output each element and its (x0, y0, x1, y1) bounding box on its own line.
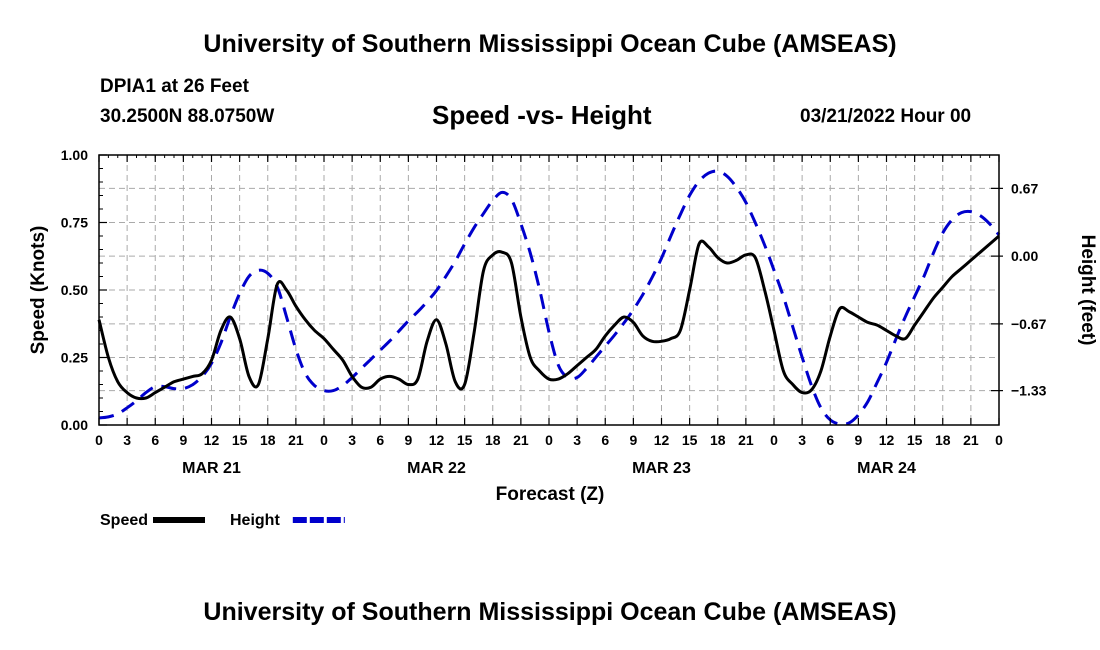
x-tick-label: 12 (879, 432, 895, 448)
x-tick-label: 3 (798, 432, 806, 448)
x-day-label: MAR 23 (632, 460, 691, 477)
legend: Speed Height (100, 512, 345, 529)
x-day-label: MAR 22 (407, 460, 466, 477)
x-tick-label: 0 (545, 432, 553, 448)
page-title: University of Southern Mississippi Ocean… (203, 30, 897, 58)
x-axis-title: Forecast (Z) (496, 484, 605, 505)
coordinates-label: 30.2500N 88.0750W (100, 106, 275, 127)
x-tick-label: 0 (320, 432, 328, 448)
y2-tick-label: −0.67 (1011, 316, 1047, 332)
x-tick-label: 3 (573, 432, 581, 448)
x-tick-label: 18 (935, 432, 951, 448)
x-tick-label: 18 (710, 432, 726, 448)
x-tick-label: 9 (179, 432, 187, 448)
y2-tick-label: 0.67 (1011, 180, 1038, 196)
x-tick-label: 18 (260, 432, 276, 448)
x-tick-label: 9 (854, 432, 862, 448)
y2-tick-label: −1.33 (1011, 383, 1047, 399)
x-tick-label: 0 (770, 432, 778, 448)
x-tick-label: 15 (682, 432, 698, 448)
y-axis-title: Speed (Knots) (28, 226, 49, 355)
axes: 0 3 6 9 12 15 18 21 0 3 6 9 12 15 18 21 0 3 6 9 12 15 18 21 0 3 6 9… (61, 147, 1047, 477)
x-tick-label: 3 (123, 432, 131, 448)
legend-label: Speed (100, 512, 148, 529)
x-tick-label: 21 (513, 432, 529, 448)
x-tick-label: 6 (601, 432, 609, 448)
series-line-height (98, 169, 1001, 426)
x-tick-label: 21 (288, 432, 304, 448)
legend-label: Height (230, 512, 280, 529)
x-tick-label: 0 (95, 432, 103, 448)
x-day-label: MAR 21 (182, 460, 241, 477)
x-tick-label: 6 (826, 432, 834, 448)
x-tick-label: 6 (376, 432, 384, 448)
x-tick-label: 9 (404, 432, 412, 448)
y-tick-label: 0.25 (61, 350, 88, 366)
x-tick-label: 3 (348, 432, 356, 448)
y-tick-label: 1.00 (61, 147, 88, 163)
x-tick-label: 18 (485, 432, 501, 448)
y2-axis-title: Height (feet) (1077, 235, 1098, 346)
x-tick-label: 15 (232, 432, 248, 448)
x-tick-label: 12 (654, 432, 670, 448)
x-tick-label: 21 (738, 432, 754, 448)
x-tick-label: 21 (963, 432, 979, 448)
x-day-label: MAR 24 (857, 460, 916, 477)
x-tick-label: 9 (629, 432, 637, 448)
x-tick-label: 12 (204, 432, 220, 448)
x-tick-label: 15 (457, 432, 473, 448)
footer-title: University of Southern Mississippi Ocean… (203, 598, 897, 626)
chart-title: Speed -vs- Height (432, 100, 652, 130)
y-tick-label: 0.00 (61, 417, 88, 433)
x-tick-label: 0 (995, 432, 1003, 448)
y-tick-label: 0.50 (61, 282, 88, 298)
x-tick-label: 15 (907, 432, 923, 448)
series-layer (97, 169, 1001, 426)
x-tick-label: 12 (429, 432, 445, 448)
y2-tick-label: 0.00 (1011, 248, 1038, 264)
y-tick-label: 0.75 (61, 215, 88, 231)
grid-lines (99, 155, 999, 425)
station-label: DPIA1 at 26 Feet (100, 76, 249, 97)
series-line-speed (97, 234, 1000, 401)
forecast-datetime: 03/21/2022 Hour 00 (800, 106, 972, 127)
x-tick-label: 6 (151, 432, 159, 448)
